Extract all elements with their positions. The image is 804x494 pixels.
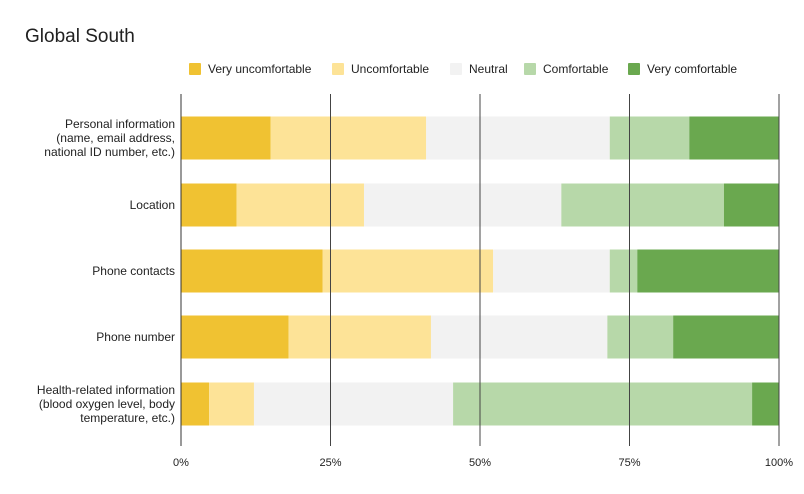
category-label: Personal information xyxy=(65,117,175,131)
bar-segment xyxy=(426,116,610,160)
bar-segment xyxy=(236,183,364,227)
bar-segment xyxy=(253,382,454,426)
bar-segment xyxy=(209,382,254,426)
bar-segment xyxy=(270,116,427,160)
category-label: national ID number, etc.) xyxy=(44,145,175,159)
legend-label: Very comfortable xyxy=(647,62,738,76)
x-tick-label: 25% xyxy=(319,457,341,469)
bar-segment xyxy=(609,116,690,160)
x-tick-label: 100% xyxy=(765,457,793,469)
legend-swatch xyxy=(189,63,201,75)
category-label: temperature, etc.) xyxy=(80,411,175,425)
category-label: Phone number xyxy=(96,330,175,344)
bar-segment xyxy=(453,382,753,426)
bar-segment xyxy=(181,315,289,359)
legend-item: Uncomfortable xyxy=(332,62,429,76)
legend-swatch xyxy=(332,63,344,75)
legend-item: Very comfortable xyxy=(628,62,737,76)
legend-item: Neutral xyxy=(450,62,508,76)
bar-segment xyxy=(181,249,323,293)
bar-segment xyxy=(609,249,638,293)
category-label: (name, email address, xyxy=(56,131,175,145)
legend-swatch xyxy=(450,63,462,75)
bar-segment xyxy=(752,382,779,426)
bar-segment xyxy=(689,116,779,160)
bar-segment xyxy=(637,249,779,293)
category-label: Phone contacts xyxy=(92,264,175,278)
bar-segment xyxy=(363,183,562,227)
x-tick-label: 75% xyxy=(618,457,640,469)
x-tick-label: 0% xyxy=(173,457,189,469)
bar-segment xyxy=(181,183,237,227)
category-label: (blood oxygen level, body xyxy=(39,397,175,411)
legend-swatch xyxy=(628,63,640,75)
bar-segment xyxy=(288,315,431,359)
legend-label: Uncomfortable xyxy=(351,62,430,76)
legend-label: Neutral xyxy=(469,62,508,76)
x-tick-label: 50% xyxy=(469,457,491,469)
bar-segment xyxy=(181,116,271,160)
legend-swatch xyxy=(524,63,536,75)
bar-segment xyxy=(493,249,610,293)
bar-segment xyxy=(430,315,608,359)
chart-legend: Very uncomfortable Uncomfortable Neutral Co… xyxy=(0,62,804,82)
bar-segment xyxy=(181,382,210,426)
chart-title: Global South xyxy=(25,26,135,47)
bar-segment xyxy=(322,249,494,293)
bar-segment xyxy=(673,315,779,359)
bar-segment xyxy=(723,183,779,227)
legend-item: Comfortable xyxy=(524,62,608,76)
category-label: Health-related information xyxy=(37,383,175,397)
legend-label: Very uncomfortable xyxy=(208,62,312,76)
bar-segment xyxy=(561,183,724,227)
legend-item: Very uncomfortable xyxy=(189,62,311,76)
bar-segment xyxy=(607,315,674,359)
legend-label: Comfortable xyxy=(543,62,609,76)
category-label: Location xyxy=(130,198,175,212)
